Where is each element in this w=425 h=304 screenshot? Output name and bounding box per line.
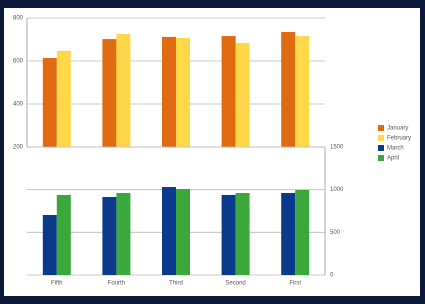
bar bbox=[176, 38, 190, 147]
bar bbox=[43, 215, 57, 275]
legend-swatch bbox=[378, 135, 384, 141]
x-tick-label: Fourth bbox=[108, 281, 125, 287]
y-tick-label: 500 bbox=[330, 230, 341, 236]
x-tick-label: Third bbox=[169, 281, 183, 287]
bar bbox=[57, 195, 71, 275]
bar bbox=[222, 195, 236, 275]
legend-swatch bbox=[378, 145, 384, 151]
bar bbox=[116, 34, 130, 147]
chart: 200400600800050010001500FifthFourthThird… bbox=[0, 0, 425, 304]
bar bbox=[236, 193, 250, 275]
bar bbox=[176, 189, 190, 275]
legend-swatch bbox=[378, 125, 384, 131]
y-tick-label: 800 bbox=[13, 16, 24, 22]
x-tick-label: Second bbox=[225, 281, 245, 287]
y-tick-label: 1000 bbox=[330, 187, 344, 193]
bar bbox=[102, 39, 116, 147]
y-tick-label: 200 bbox=[13, 145, 24, 151]
legend-label: April bbox=[387, 156, 399, 162]
x-tick-label: First bbox=[289, 281, 301, 287]
bar bbox=[222, 36, 236, 147]
bar bbox=[102, 197, 116, 275]
x-tick-label: Fifth bbox=[51, 281, 63, 287]
bar bbox=[162, 37, 176, 147]
bar bbox=[43, 58, 57, 147]
page: 200400600800050010001500FifthFourthThird… bbox=[0, 0, 425, 304]
bar bbox=[281, 193, 295, 275]
legend-label: February bbox=[387, 136, 411, 142]
legend-swatch bbox=[378, 155, 384, 161]
y-tick-label: 600 bbox=[13, 59, 24, 65]
bar bbox=[57, 51, 71, 147]
bar bbox=[281, 32, 295, 147]
bar bbox=[116, 193, 130, 275]
legend-label: March bbox=[387, 146, 404, 152]
bar bbox=[295, 36, 309, 147]
bar bbox=[162, 187, 176, 275]
legend-label: January bbox=[387, 126, 408, 132]
y-tick-label: 1500 bbox=[330, 145, 344, 151]
bar bbox=[295, 190, 309, 275]
y-tick-label: 400 bbox=[13, 102, 24, 108]
bar bbox=[236, 43, 250, 147]
